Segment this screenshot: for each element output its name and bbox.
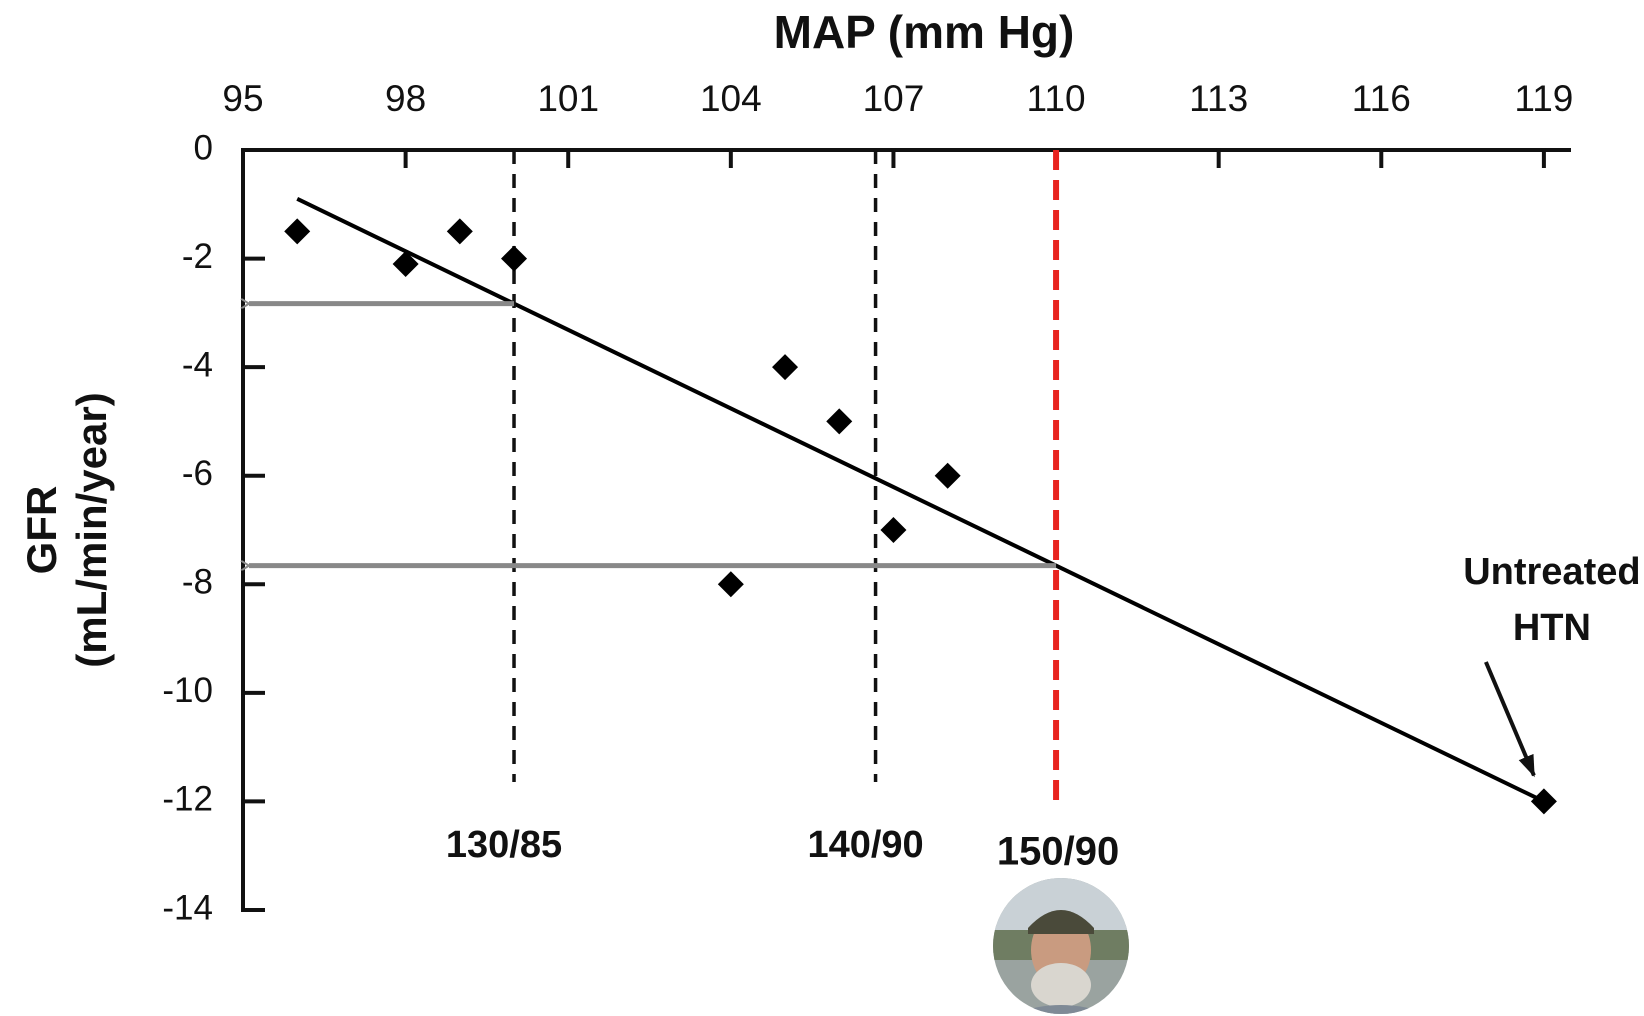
y-tick-label: -4 <box>182 345 213 384</box>
y-tick-label: -8 <box>182 563 213 602</box>
data-point <box>772 354 799 381</box>
y-tick-label: -14 <box>162 888 213 927</box>
data-point <box>1530 788 1557 815</box>
x-tick-label: 107 <box>863 78 925 119</box>
chart-title: MAP (mm Hg) <box>774 6 1075 58</box>
annotation-arrow <box>1484 661 1536 778</box>
avatar <box>993 878 1129 1014</box>
data-point <box>392 251 419 277</box>
trendline <box>296 197 1545 804</box>
y-axis-label-line: (mL/min/year) <box>68 392 115 667</box>
reference-label: 130/85 <box>446 824 562 866</box>
reference-label: 140/90 <box>807 824 923 866</box>
data-point <box>880 517 907 543</box>
data-point <box>284 218 311 245</box>
data-point <box>934 462 961 489</box>
y-tick-label: -10 <box>162 671 213 710</box>
y-tick-label: -6 <box>182 454 213 493</box>
data-point <box>501 245 528 272</box>
x-tick-label: 101 <box>537 78 599 119</box>
reference-label: 150/90 <box>997 830 1119 874</box>
annotation-line: HTN <box>1513 607 1591 649</box>
y-axis-label-line: GFR <box>18 486 65 575</box>
x-tick-label: 116 <box>1352 78 1411 119</box>
annotation: Untreated HTN <box>1463 551 1640 649</box>
annotation-line: Untreated <box>1463 551 1640 593</box>
y-axis-label: GFR(mL/min/year) <box>18 392 115 667</box>
data-point <box>717 571 744 598</box>
y-tick-label: -2 <box>182 237 213 276</box>
y-tick-label: -12 <box>162 780 213 819</box>
y-tick-label: 0 <box>194 128 213 167</box>
x-tick-label: 110 <box>1027 78 1086 119</box>
x-tick-label: 98 <box>385 78 426 119</box>
x-tick-label: 95 <box>222 78 263 119</box>
data-point <box>446 218 473 245</box>
x-tick-label: 113 <box>1189 78 1248 119</box>
x-tick-label: 104 <box>700 78 762 119</box>
x-tick-label: 119 <box>1514 78 1573 119</box>
data-point <box>826 408 853 435</box>
